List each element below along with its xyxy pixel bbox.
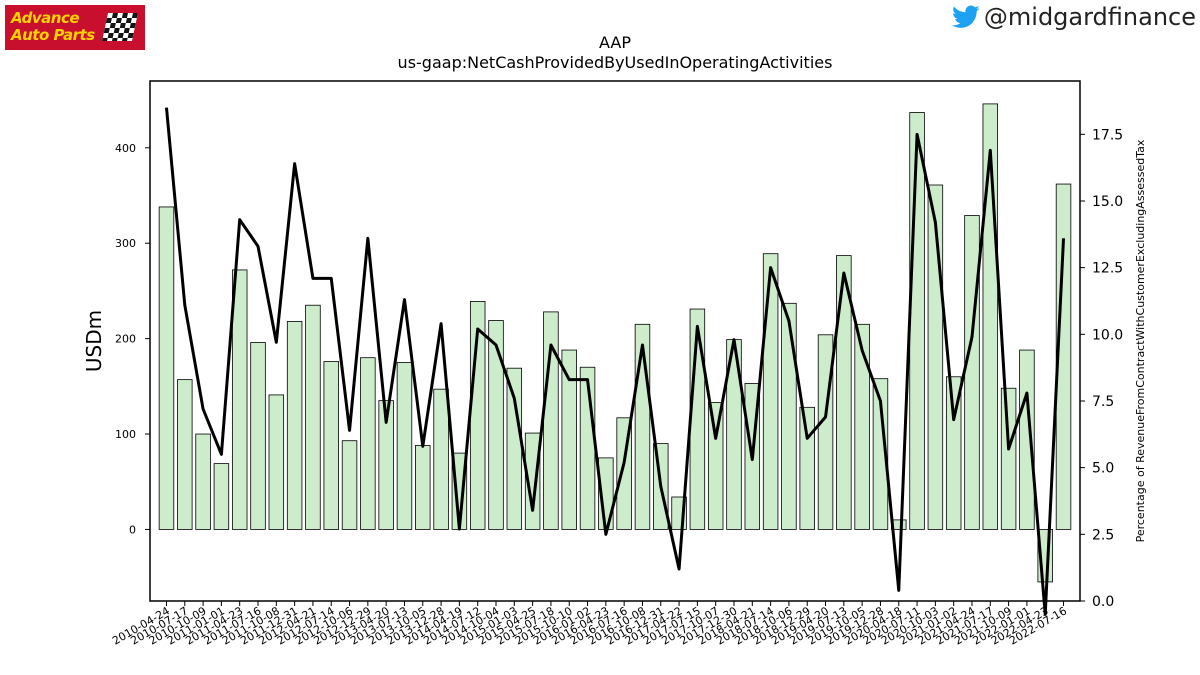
bar [781,302,797,530]
y-tick-label: 400 [115,142,136,155]
twitter-bird-icon [951,5,980,28]
y2-tick-label: 2.5 [1092,527,1114,543]
bar [268,394,285,530]
bar [177,379,193,530]
bar [286,321,303,530]
y2-tick-label: 15.0 [1092,194,1123,210]
chart-title: AAP [599,33,631,52]
advance-auto-parts-logo: Advance Auto Parts [5,5,145,50]
bar [854,323,870,530]
bar [433,388,449,530]
bar [231,269,248,530]
bar [964,215,980,530]
y-axis-label: USDm [82,310,106,372]
logo-text: Advance Auto Parts [11,10,95,44]
bar [213,463,230,530]
bar [524,432,541,530]
bar [561,349,577,530]
plot-frame [149,80,1081,602]
twitter-handle: @midgardfinance [983,3,1196,31]
bar [506,367,523,530]
twitter-attribution: @midgardfinance [951,2,1196,32]
chart-subtitle: us-gaap:NetCashProvidedByUsedInOperating… [398,53,833,72]
y-tick-label: 100 [115,428,136,441]
y-tick-label: 0 [129,523,136,536]
bar [323,361,339,530]
bar [488,320,504,530]
bar [158,206,175,530]
bar [341,440,358,530]
bar [1000,387,1017,530]
bar [360,357,376,530]
bar [1055,183,1072,530]
bar [762,253,779,530]
y2-tick-label: 5.0 [1092,461,1114,477]
bar [195,433,211,530]
bar [817,334,834,530]
y2-tick-label: 7.5 [1092,394,1114,410]
bar [872,378,889,530]
y2-tick-label: 12.5 [1092,261,1123,277]
logo-text-line-1: Advance [11,9,80,27]
y2-tick-label: 17.5 [1092,127,1123,143]
bar [1019,349,1035,530]
bar [909,112,925,530]
bar [305,304,321,530]
bar [799,406,815,530]
bar [836,255,852,530]
bar [378,400,394,530]
line-series [164,107,1066,616]
bar [250,342,266,530]
bar [396,362,413,530]
y-tick-label: 300 [115,237,136,250]
y2-tick-label: 0.0 [1092,594,1114,610]
y2-tick-label: 10.0 [1092,327,1123,343]
series-line [164,107,1066,616]
bar [415,445,431,530]
bar [707,402,724,530]
logo-text-line-2: Auto Parts [11,26,95,44]
bar [945,376,962,530]
y2-axis-label: Percentage of RevenueFromContractWithCus… [1134,139,1147,542]
y-tick-label: 200 [115,333,136,346]
